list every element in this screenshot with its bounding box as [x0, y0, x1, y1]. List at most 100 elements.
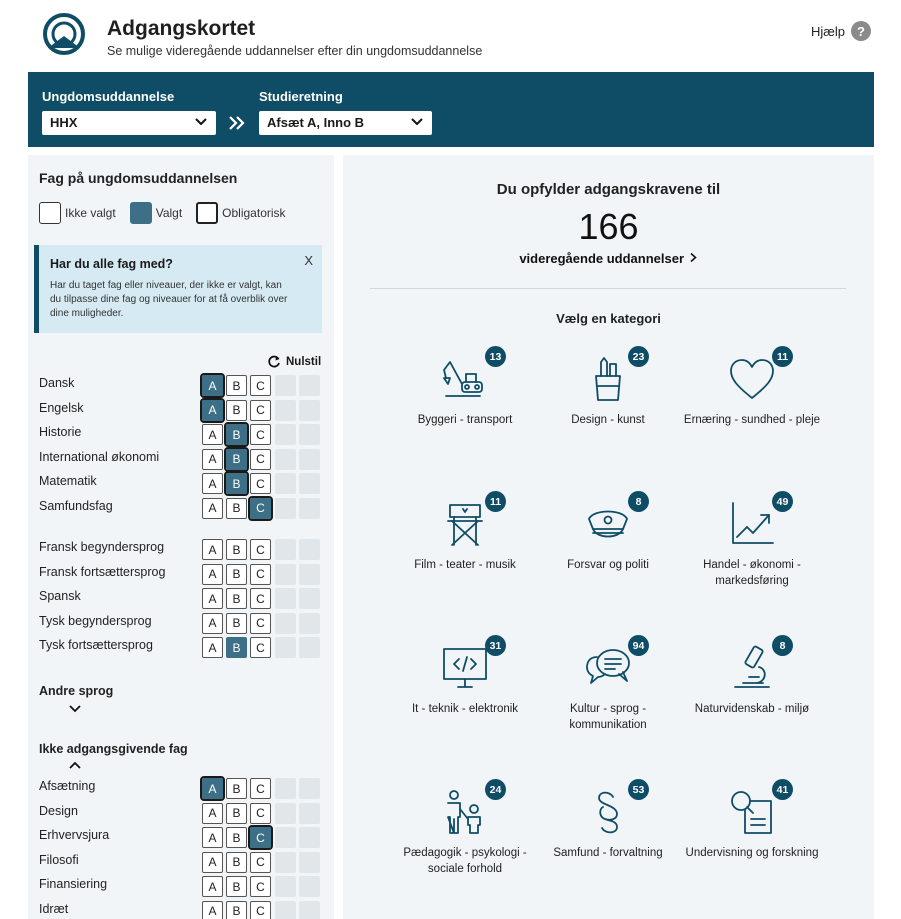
level-button-a[interactable]: A [202, 637, 223, 658]
category-card[interactable]: 41 Undervisning og forskning [682, 779, 822, 909]
empty-level-slot [299, 876, 320, 897]
education-select[interactable]: HHX [42, 111, 216, 135]
help-button[interactable]: Hjælp ? [811, 21, 871, 41]
empty-level-slot [275, 448, 296, 470]
level-button-a[interactable]: A [202, 827, 223, 848]
level-button-c[interactable]: C [250, 876, 271, 897]
subject-name: Fransk begyndersprog [39, 540, 165, 554]
category-label: Naturvidenskab - miljø [694, 703, 810, 715]
excavator-icon [443, 361, 483, 397]
results-count: 166 [578, 206, 639, 247]
subject-name: International økonomi [39, 449, 160, 464]
category-card[interactable]: 11 Film - teater - musik [395, 491, 535, 621]
level-button-c[interactable]: C [250, 588, 271, 609]
logo-icon [43, 13, 85, 55]
close-icon[interactable]: X [304, 253, 313, 268]
level-button-c[interactable]: C [250, 851, 271, 873]
category-card[interactable]: 8 Forsvar og politi [538, 491, 678, 621]
level-button-a[interactable]: A [202, 876, 223, 897]
subject-name: Afsætning [39, 779, 96, 793]
level-button-c[interactable]: C [248, 495, 273, 521]
level-button-a[interactable]: A [202, 497, 223, 519]
legend: Ikke valgt Valgt Obligatorisk [39, 202, 300, 224]
level-button-c[interactable]: C [250, 563, 271, 585]
subject-name: Erhvervsjura [39, 828, 110, 842]
level-button-a[interactable]: A [202, 448, 223, 470]
empty-level-slot [275, 539, 296, 560]
category-card[interactable]: 8 Naturvidenskab - miljø [682, 635, 822, 765]
pencil-cup-icon [595, 357, 621, 401]
level-button-c[interactable]: C [250, 424, 271, 445]
level-button-c[interactable]: C [250, 375, 271, 396]
category-card[interactable]: 94 Kultur - sprog - kommunikation [538, 635, 678, 765]
subject-row: Design A B C [28, 801, 334, 825]
results-panel: Du opfylder adgangskravene til 166 vider… [343, 155, 874, 919]
level-button-c[interactable]: C [250, 473, 271, 494]
direction-label: Studieretning [259, 89, 343, 104]
category-card[interactable]: 11 Ernæring - sundhed - pleje [682, 346, 822, 476]
level-button-c[interactable]: C [250, 778, 271, 799]
level-button-b[interactable]: B [226, 802, 247, 824]
category-card[interactable]: 13 Byggeri - transport [395, 346, 535, 476]
category-card[interactable]: 24 Pædagogik - psykologi - sociale forhol… [395, 779, 535, 909]
subject-name: Tysk begyndersprog [39, 613, 152, 628]
category-count-badge: 8 [628, 491, 649, 512]
chevron-down-icon [195, 118, 207, 126]
level-button-c[interactable]: C [250, 900, 271, 919]
level-button-b[interactable]: B [226, 563, 247, 585]
level-button-b[interactable]: B [226, 778, 247, 799]
level-button-c[interactable]: C [250, 802, 271, 824]
subject-name: Samfundsfag [39, 498, 113, 513]
non-admission-heading[interactable]: Ikke adgangsgivende fag [39, 742, 188, 756]
level-button-a[interactable]: A [202, 802, 223, 824]
level-button-a[interactable]: A [202, 473, 223, 494]
category-card[interactable]: 49 Handel - økonomi - markedsføring [682, 491, 822, 621]
empty-level-slot [299, 588, 320, 609]
level-button-b[interactable]: B [224, 471, 249, 496]
level-button-a[interactable]: A [200, 776, 225, 801]
chevron-up-icon[interactable] [68, 760, 82, 770]
refresh-icon [268, 355, 280, 368]
level-button-b[interactable]: B [224, 446, 249, 472]
empty-level-slot [299, 637, 320, 658]
level-button-a[interactable]: A [200, 397, 225, 423]
reset-button[interactable]: Nulstil [268, 355, 321, 368]
category-card[interactable]: 53 Samfund - forvaltning [538, 779, 678, 909]
direction-select[interactable]: Afsæt A, Inno B [259, 111, 432, 135]
level-button-b[interactable]: B [226, 588, 247, 609]
level-button-b[interactable]: B [226, 637, 247, 658]
level-button-b[interactable]: B [226, 827, 247, 848]
level-button-b[interactable]: B [226, 876, 247, 897]
level-button-a[interactable]: A [200, 373, 225, 398]
level-button-b[interactable]: B [226, 612, 247, 634]
level-button-c[interactable]: C [250, 448, 271, 470]
level-button-c[interactable]: C [250, 637, 271, 658]
app-subtitle: Se mulige videregående uddannelser efter… [107, 44, 483, 58]
level-button-b[interactable]: B [226, 539, 247, 560]
empty-level-slot [275, 802, 296, 824]
level-button-b[interactable]: B [226, 900, 247, 919]
level-button-b[interactable]: B [226, 497, 247, 519]
level-button-a[interactable]: A [202, 612, 223, 634]
level-button-a[interactable]: A [202, 851, 223, 873]
level-button-b[interactable]: B [226, 851, 247, 873]
category-card[interactable]: 31 It - teknik - elektronik [395, 635, 535, 765]
level-button-c[interactable]: C [248, 825, 273, 850]
level-button-a[interactable]: A [202, 588, 223, 609]
category-label: Samfund - forvaltning [553, 847, 663, 859]
other-languages-heading[interactable]: Andre sprog [39, 684, 114, 698]
chevron-down-icon[interactable] [68, 704, 82, 714]
level-button-b[interactable]: B [226, 375, 247, 396]
level-button-a[interactable]: A [202, 563, 223, 585]
category-card[interactable]: 23 Design - kunst [538, 346, 678, 476]
level-button-a[interactable]: A [202, 424, 223, 445]
level-button-b[interactable]: B [226, 399, 247, 421]
level-button-a[interactable]: A [202, 900, 223, 919]
level-button-a[interactable]: A [202, 539, 223, 560]
results-link[interactable]: videregående uddannelser [343, 251, 874, 266]
level-button-c[interactable]: C [250, 539, 271, 560]
level-button-c[interactable]: C [250, 612, 271, 634]
level-button-b[interactable]: B [224, 422, 249, 447]
subject-row: Historie A B C [28, 422, 334, 447]
level-button-c[interactable]: C [250, 399, 271, 421]
